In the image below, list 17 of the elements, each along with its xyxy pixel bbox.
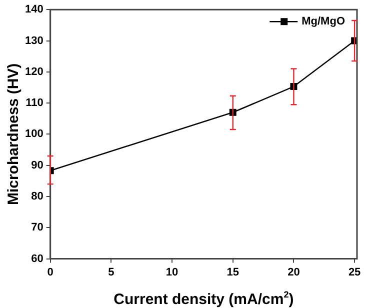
y-tick-label: 90 — [31, 159, 44, 172]
y-tick-label: 100 — [24, 128, 44, 140]
y-tick-label: 120 — [24, 66, 44, 78]
x-tick-label: 20 — [288, 266, 300, 278]
x-tick-label: 5 — [108, 266, 114, 278]
y-axis-title: Microhardness (HV) — [5, 63, 22, 206]
y-tick-label: 70 — [31, 222, 44, 234]
x-tick-label: 0 — [47, 266, 54, 278]
y-tick-label: 80 — [31, 190, 44, 203]
y-tick-label: 110 — [26, 97, 44, 110]
x-tick-label: 10 — [166, 266, 178, 278]
x-tick-label: 25 — [348, 266, 361, 278]
x-tick-label: 15 — [226, 266, 240, 278]
y-tick-label: 60 — [31, 252, 44, 265]
y-tick-label: 140 — [24, 4, 44, 16]
legend-label: Mg/MgO — [302, 16, 346, 28]
y-tick-label: 130 — [24, 34, 44, 47]
